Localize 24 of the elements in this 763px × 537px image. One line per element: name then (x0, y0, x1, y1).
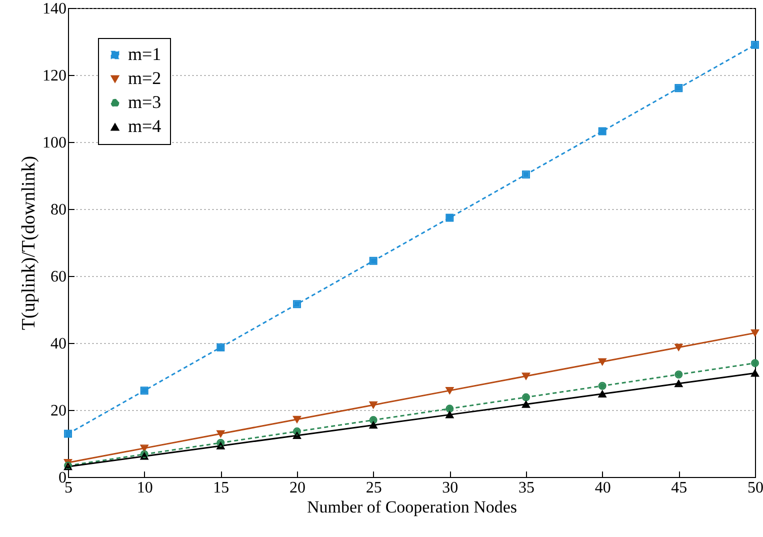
y-axis-title: T(uplink)/T(downlink) (18, 156, 40, 330)
x-tick-label: 45 (671, 480, 688, 496)
legend-label: m=3 (128, 92, 162, 112)
y-tick-label: 140 (42, 0, 66, 18)
x-tick-label: 30 (442, 480, 458, 496)
y-tick-label: 60 (50, 268, 66, 286)
y-tick-label: 40 (50, 336, 66, 352)
x-axis-title: Number of Cooperation Nodes (306, 498, 518, 516)
legend-label: m=1 (128, 44, 162, 64)
x-tick-label: 35 (518, 480, 534, 496)
y-tick-label: 0 (58, 470, 66, 486)
y-tick-label: 100 (42, 134, 66, 152)
legend-label: m=2 (128, 68, 162, 88)
x-tick-label: 15 (213, 480, 230, 496)
y-tick-label: 120 (42, 68, 66, 84)
legend-label: m=4 (128, 116, 162, 136)
x-tick-label: 10 (136, 480, 153, 496)
x-tick-label: 50 (748, 480, 763, 496)
x-tick-label: 40 (594, 480, 611, 496)
y-tick-label: 20 (50, 402, 66, 420)
x-tick-label: 20 (290, 480, 306, 496)
x-tick-label: 25 (366, 480, 382, 496)
x-tick-label: 5 (64, 480, 72, 496)
y-tick-label: 80 (50, 202, 66, 218)
